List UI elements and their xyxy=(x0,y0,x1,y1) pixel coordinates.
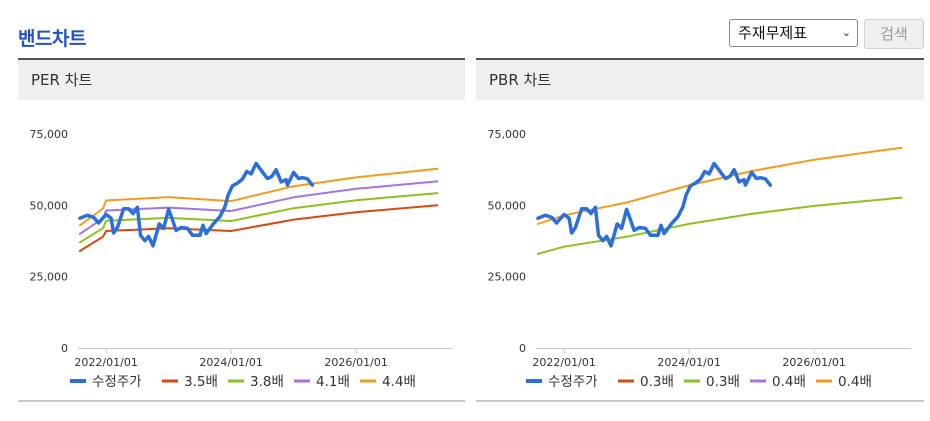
y-tick-label: 50,000 xyxy=(488,199,527,212)
series-line-2 xyxy=(536,196,903,255)
series-line-0 xyxy=(536,161,773,248)
legend-label[interactable]: 3.8배 xyxy=(250,374,284,390)
series-line-4 xyxy=(78,167,439,227)
legend-label[interactable]: 0.3배 xyxy=(640,374,674,390)
x-tick-label: 2024/01/01 xyxy=(199,356,262,369)
y-tick-label: 0 xyxy=(519,342,526,355)
per-chart-panel: PER 차트 0 25,000 50,000 75,000 2022/01/01 2024… xyxy=(18,58,465,402)
search-button[interactable]: 검색 xyxy=(864,19,924,49)
series-line-2 xyxy=(78,192,439,244)
y-tick-label: 75,000 xyxy=(30,128,69,141)
legend-label[interactable]: 수정주가 xyxy=(92,374,142,390)
legend-label[interactable]: 0.4배 xyxy=(838,374,872,390)
page-title: 밴드차트 xyxy=(18,28,86,50)
pbr-chart-title: PBR 차트 xyxy=(476,58,924,100)
pbr-chart: 0 25,000 50,000 75,000 2022/01/01 2024/01/01 2… xyxy=(488,128,911,390)
y-tick-label: 0 xyxy=(61,342,68,355)
legend-label[interactable]: 0.3배 xyxy=(706,374,740,390)
panel-divider xyxy=(18,400,465,402)
y-tick-label: 25,000 xyxy=(30,271,69,284)
per-chart-title: PER 차트 xyxy=(18,58,465,100)
chevron-down-icon: ⌄ xyxy=(841,26,851,39)
y-tick-label: 50,000 xyxy=(30,199,69,212)
pbr-chart-panel: PBR 차트 0 25,000 50,000 75,000 2022/01/01 2024… xyxy=(476,58,924,402)
x-tick-label: 2026/01/01 xyxy=(324,356,387,369)
x-tick-label: 2024/01/01 xyxy=(657,356,720,369)
legend-label[interactable]: 4.4배 xyxy=(382,374,416,390)
y-tick-label: 25,000 xyxy=(488,271,527,284)
panel-divider xyxy=(476,400,924,402)
legend-label[interactable]: 0.4배 xyxy=(772,374,806,390)
x-tick-label: 2026/01/01 xyxy=(782,356,845,369)
legend-label[interactable]: 4.1배 xyxy=(316,374,350,390)
statement-type-value: 주재무제표 xyxy=(738,24,808,42)
statement-type-select[interactable]: 주재무제표 ⌄ xyxy=(729,19,858,47)
per-chart: 0 25,000 50,000 75,000 2022/01/01 2024/01/01 2… xyxy=(30,128,453,390)
x-tick-label: 2022/01/01 xyxy=(74,356,137,369)
series-line-0 xyxy=(78,161,315,248)
x-tick-label: 2022/01/01 xyxy=(532,356,595,369)
y-tick-label: 75,000 xyxy=(488,128,527,141)
legend-label[interactable]: 수정주가 xyxy=(548,374,598,390)
legend-label[interactable]: 3.5배 xyxy=(184,374,218,390)
